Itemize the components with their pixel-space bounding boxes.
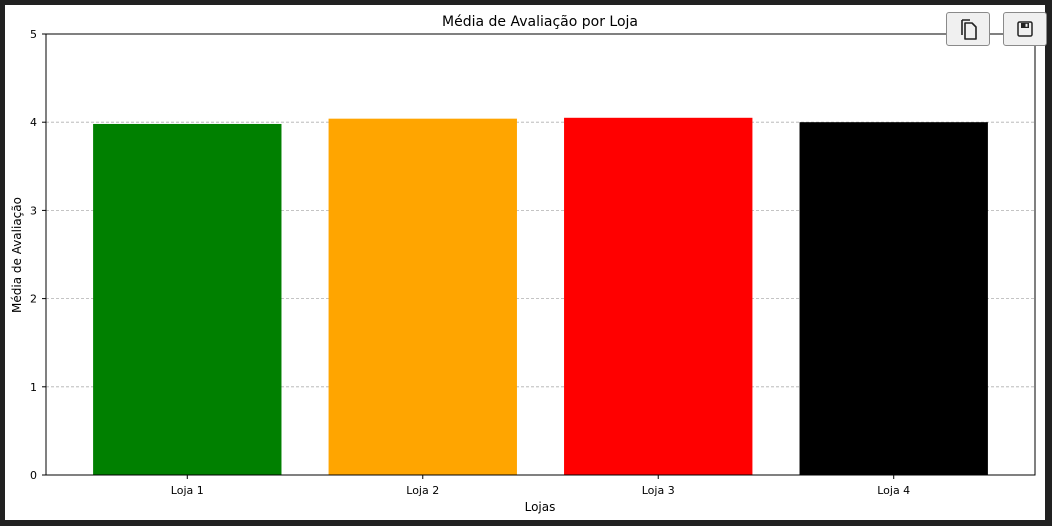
bars [93, 117, 988, 476]
y-axis-ticks: 0 1 2 3 4 5 [30, 28, 46, 482]
bar-loja-2 [328, 118, 517, 475]
x-tick-label: Loja 3 [642, 484, 675, 497]
y-tick-label: 3 [30, 204, 37, 217]
copy-button[interactable] [946, 12, 990, 46]
y-axis-label: Média de Avaliação [10, 197, 24, 313]
y-tick-label: 1 [30, 381, 37, 394]
y-tick-label: 4 [30, 116, 37, 129]
x-tick-label: Loja 2 [406, 484, 439, 497]
bar-loja-4 [799, 122, 988, 475]
save-button[interactable] [1003, 12, 1047, 46]
bar-loja-3 [564, 117, 753, 475]
y-tick-label: 5 [30, 28, 37, 41]
x-axis-ticks: Loja 1 Loja 2 Loja 3 Loja 4 [171, 475, 910, 497]
y-tick-label: 2 [30, 293, 37, 306]
floppy-disk-icon [1017, 21, 1033, 37]
y-tick-label: 0 [30, 469, 37, 482]
chart-title: Média de Avaliação por Loja [442, 14, 638, 30]
x-axis-label: Lojas [525, 500, 556, 514]
bar-loja-1 [93, 123, 282, 476]
copy-icon [961, 19, 977, 40]
plot-area-frame [45, 33, 1036, 476]
x-tick-label: Loja 1 [171, 484, 204, 497]
x-tick-label: Loja 4 [877, 484, 910, 497]
